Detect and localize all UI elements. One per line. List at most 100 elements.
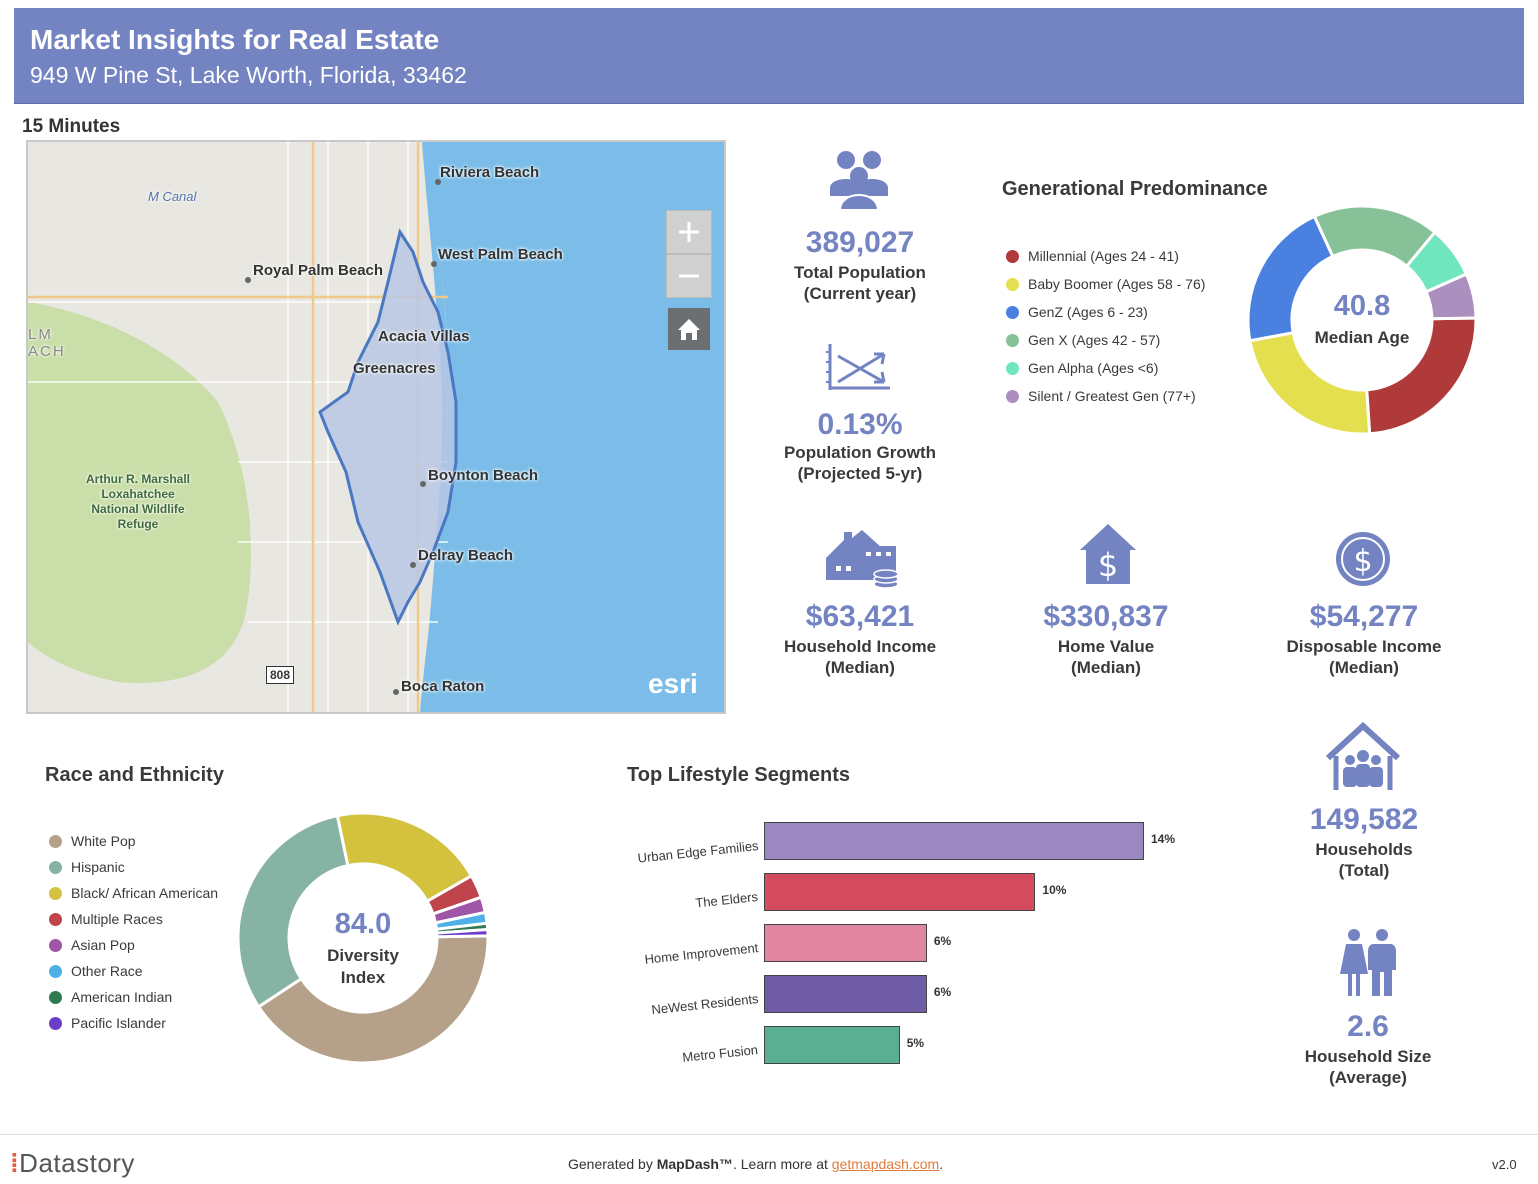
generational-legend-item[interactable]: Silent / Greatest Gen (77+) [1006, 388, 1196, 404]
lifestyle-bar[interactable] [764, 924, 927, 962]
generational-legend-item[interactable]: Millennial (Ages 24 - 41) [1006, 248, 1179, 264]
footer-mapdash-brand: MapDash™ [656, 1156, 733, 1172]
race-title: Race and Ethnicity [45, 764, 224, 786]
legend-swatch [1006, 361, 1019, 375]
legend-label: Asian Pop [71, 937, 135, 953]
legend-swatch [49, 938, 62, 952]
home-value-value: $330,837 [1043, 600, 1169, 633]
bar-category-label: NeWest Residents [650, 991, 759, 1018]
household-size-label-line1: Household Size [1304, 1047, 1432, 1066]
map-home-button[interactable] [668, 308, 710, 350]
race-legend-item[interactable]: Multiple Races [49, 911, 163, 927]
svg-text:$: $ [1098, 546, 1118, 584]
legend-swatch [49, 964, 62, 978]
total-population-label: Total Population (Current year) [760, 262, 960, 304]
legend-label: Black/ African American [71, 885, 219, 901]
bar-value-label: 5% [906, 1036, 925, 1050]
legend-label: Hispanic [71, 859, 125, 875]
home-value-label-line2: (Median) [1071, 658, 1141, 677]
race-legend-item[interactable]: Asian Pop [49, 937, 135, 953]
generational-legend-item[interactable]: GenZ (Ages 6 - 23) [1006, 304, 1148, 320]
diversity-index-label: Diversity Index [303, 945, 423, 989]
footer-learn-more: . Learn more at [732, 1156, 832, 1172]
map-place-greenacres: Greenacres [353, 360, 436, 377]
legend-label: American Indian [71, 989, 173, 1005]
map-canvas[interactable] [28, 142, 724, 712]
growth-chart-icon [826, 344, 890, 390]
legend-label: GenZ (Ages 6 - 23) [1028, 304, 1148, 320]
race-legend-item[interactable]: White Pop [49, 833, 136, 849]
median-age-label: Median Age [1314, 328, 1410, 347]
households-label-line1: Households [1315, 840, 1413, 859]
legend-swatch [49, 886, 62, 900]
map-canal-label: M Canal [148, 189, 197, 204]
svg-text:$: $ [1353, 544, 1372, 579]
legend-label: White Pop [71, 833, 136, 849]
diversity-index-label-line2: Index [340, 968, 386, 987]
report-address: 949 W Pine St, Lake Worth, Florida, 3346… [30, 62, 467, 88]
home-value-label-line1: Home Value [1057, 637, 1155, 656]
trade-area-map[interactable]: Riviera Beach West Palm Beach Royal Palm… [26, 140, 726, 714]
disposable-income-label: Disposable Income (Median) [1264, 636, 1464, 678]
report-header: Market Insights for Real Estate 949 W Pi… [14, 8, 1524, 104]
dollar-circle-icon: $ [1336, 532, 1390, 586]
map-place-delray-beach: Delray Beach [418, 547, 514, 564]
generational-slice[interactable] [1424, 272, 1478, 321]
lifestyle-bar[interactable] [764, 822, 1144, 860]
race-legend-item[interactable]: Pacific Islander [49, 1015, 166, 1031]
house-dollar-icon: $ [1080, 524, 1136, 584]
household-income-label: Household Income (Median) [760, 636, 960, 678]
lifestyle-bar[interactable] [764, 873, 1036, 911]
plus-icon [679, 222, 699, 242]
household-income-value: $63,421 [805, 600, 915, 633]
race-legend-item[interactable]: American Indian [49, 989, 172, 1005]
population-growth-label-line1: Population Growth [783, 443, 937, 462]
minus-icon [679, 274, 699, 278]
bar-category-label: The Elders [694, 889, 759, 911]
footer-suffix: . [939, 1156, 944, 1172]
population-growth-label: Population Growth (Projected 5-yr) [760, 442, 960, 484]
bar-value-label: 6% [933, 934, 952, 948]
legend-swatch [1006, 333, 1019, 347]
zoom-in-button[interactable] [666, 210, 712, 254]
generational-legend-item[interactable]: Gen X (Ages 42 - 57) [1006, 332, 1160, 348]
diversity-index-value: 84.0 [334, 908, 392, 940]
legend-label: Other Race [71, 963, 143, 979]
map-place-royal-palm-beach: Royal Palm Beach [253, 262, 384, 279]
footer-generated-prefix: Generated by [568, 1156, 657, 1172]
people-icon [830, 151, 888, 211]
disposable-income-value: $54,277 [1309, 600, 1419, 633]
race-legend-item[interactable]: Other Race [49, 963, 143, 979]
race-slice[interactable] [237, 813, 350, 1009]
race-slice[interactable] [256, 934, 489, 1064]
bar-category-label: Home Improvement [643, 940, 759, 967]
getmapdash-link[interactable]: getmapdash.com [831, 1156, 940, 1172]
map-edge-label: LM ACH [28, 326, 66, 360]
legend-label: Baby Boomer (Ages 58 - 76) [1028, 276, 1206, 292]
zoom-out-button[interactable] [666, 254, 712, 298]
total-population-label-line1: Total Population [794, 263, 926, 282]
lifestyle-bar[interactable] [764, 975, 927, 1013]
generational-title: Generational Predominance [1002, 178, 1268, 200]
drive-time-label: 15 Minutes [22, 116, 121, 137]
race-slice[interactable] [435, 927, 489, 939]
disposable-income-label-line1: Disposable Income [1286, 637, 1442, 656]
legend-label: Pacific Islander [71, 1015, 166, 1031]
total-population-label-line2: (Current year) [803, 284, 917, 303]
generational-legend-item[interactable]: Baby Boomer (Ages 58 - 76) [1006, 276, 1205, 292]
median-age-value: 40.8 [1333, 290, 1391, 322]
bar-category-label: Urban Edge Families [636, 838, 759, 866]
population-growth-value: 0.13% [817, 408, 903, 441]
footer-divider [0, 1134, 1538, 1135]
generational-legend-item[interactable]: Gen Alpha (Ages <6) [1006, 360, 1158, 376]
lifestyle-bar[interactable] [764, 1026, 900, 1064]
bar-value-label: 6% [933, 985, 952, 999]
house-coins-icon [826, 530, 899, 589]
map-place-boynton-beach: Boynton Beach [428, 467, 539, 484]
household-size-label: Household Size (Average) [1268, 1046, 1468, 1088]
legend-swatch [49, 1016, 62, 1030]
race-legend-item[interactable]: Hispanic [49, 859, 125, 875]
legend-swatch [49, 834, 62, 848]
race-legend-item[interactable]: Black/ African American [49, 885, 218, 901]
bar-value-label: 10% [1042, 883, 1067, 897]
